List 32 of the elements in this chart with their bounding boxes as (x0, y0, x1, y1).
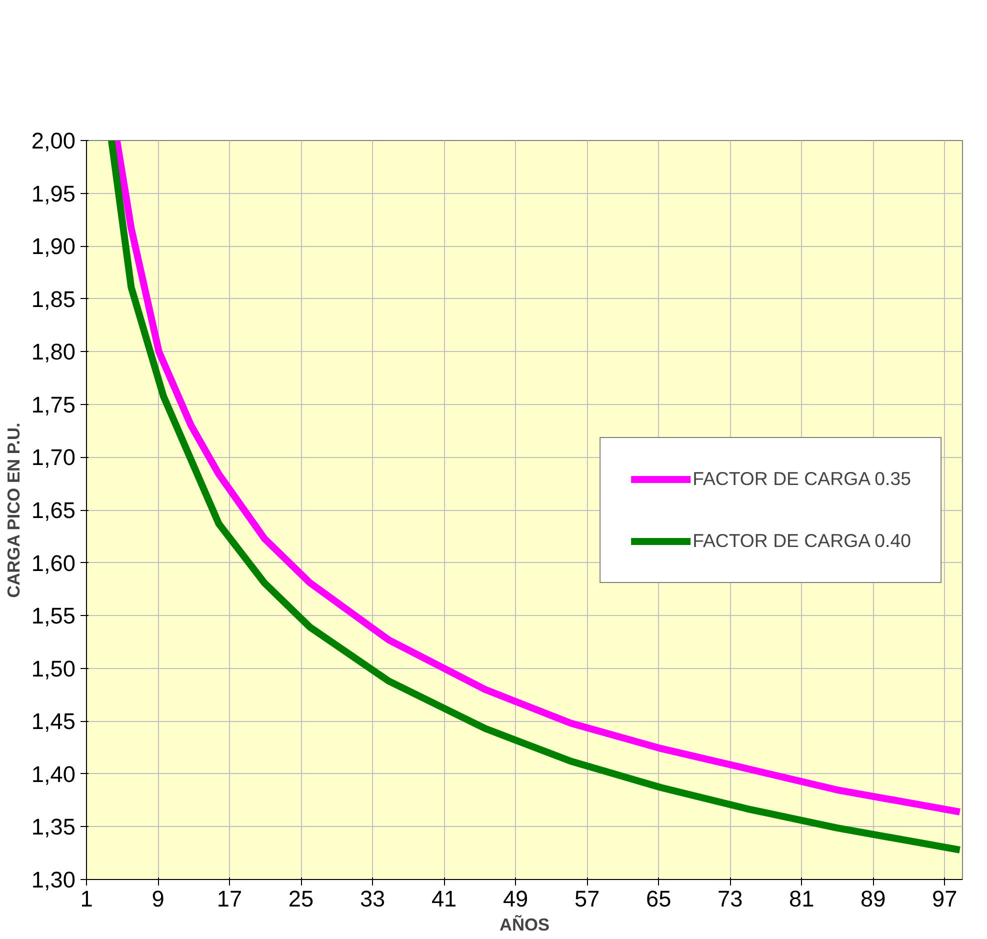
x-axis-title: AÑOS (499, 914, 550, 934)
x-tick-label: 89 (860, 886, 886, 912)
y-tick-label: 1,75 (31, 391, 76, 418)
y-tick-label: 1,90 (31, 233, 76, 260)
x-tick-label: 73 (717, 886, 743, 912)
y-tick-label: 1,65 (31, 497, 76, 523)
y-tick-label: 1,55 (31, 602, 76, 629)
y-tick-label: 1,95 (31, 180, 76, 206)
x-tick-label: 97 (932, 886, 958, 912)
x-tick-label: 81 (789, 886, 814, 912)
y-tick-label: 1,70 (31, 444, 76, 470)
y-tick-label: 1,30 (31, 866, 76, 892)
legend-label: FACTOR DE CARGA 0.40 (692, 530, 911, 552)
y-tick-label: 1,60 (31, 550, 76, 576)
x-tick-label: 65 (646, 886, 672, 912)
y-axis-title: CARGA PICO EN P.U. (3, 422, 24, 598)
y-tick-label: 1,45 (31, 708, 76, 734)
y-tick-label: 1,85 (31, 286, 76, 312)
y-tick-label: 1,80 (31, 338, 76, 365)
y-tick-label: 1,50 (31, 655, 76, 682)
x-tick-label: 57 (574, 886, 600, 912)
y-tick-label: 1,35 (31, 814, 76, 840)
x-tick-label: 1 (80, 886, 93, 912)
legend-label: FACTOR DE CARGA 0.35 (692, 468, 911, 490)
x-tick-label: 9 (152, 886, 164, 912)
x-tick-label: 17 (216, 886, 242, 912)
x-tick-label: 33 (360, 886, 386, 912)
y-tick-label: 2,00 (31, 128, 76, 154)
y-tick-label: 1,40 (31, 760, 76, 787)
x-tick-label: 41 (431, 886, 457, 912)
x-tick-label: 49 (502, 886, 528, 912)
x-tick-label: 25 (288, 886, 314, 912)
